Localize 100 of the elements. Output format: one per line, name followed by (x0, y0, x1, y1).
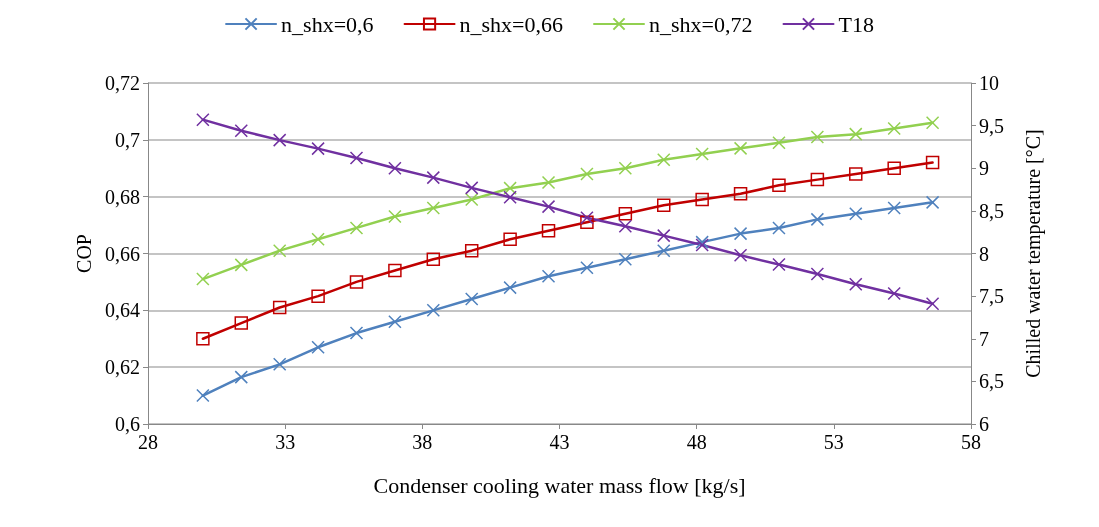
y2-tick-label: 9,5 (979, 114, 1004, 137)
point (772, 221, 786, 235)
x-axis-title: Condenser cooling water mass flow [kg/s] (373, 472, 746, 498)
x-tick-label: 43 (549, 431, 570, 453)
y2-axis-title: Chilled water temperature [°C] (1022, 129, 1045, 378)
point (541, 269, 556, 283)
point (657, 228, 671, 243)
y-tick-label: 0,6 (115, 413, 140, 435)
y-axis-title: COP (73, 234, 96, 273)
point (388, 263, 402, 278)
y2-tick-label: 8 (979, 242, 989, 265)
point (849, 277, 863, 291)
point (849, 167, 863, 181)
y2-tick-label: 9 (979, 157, 989, 180)
y-tick-label: 0,62 (105, 356, 140, 379)
point (272, 357, 287, 372)
x-tick-label: 53 (823, 431, 844, 453)
point (618, 219, 633, 233)
legend-label: n_shx=0,6 (281, 11, 374, 37)
point (272, 300, 287, 315)
point (733, 226, 748, 241)
point (733, 248, 748, 262)
point (272, 133, 287, 147)
point (580, 215, 594, 229)
point (349, 275, 364, 289)
point (349, 326, 364, 340)
point (849, 206, 863, 221)
y-tick-label: 0,68 (105, 185, 140, 208)
point (887, 201, 901, 215)
point (618, 161, 633, 175)
point (196, 112, 210, 127)
legend-label: n_shx=0,66 (459, 11, 564, 37)
point (426, 170, 441, 185)
point (234, 370, 249, 384)
point (196, 332, 210, 346)
point (810, 267, 825, 281)
point (925, 297, 940, 311)
x-tick-label: 58 (961, 431, 981, 453)
point (580, 210, 594, 225)
point (925, 155, 940, 170)
y2-tick-label: 10 (979, 72, 999, 94)
point (388, 161, 402, 175)
point (810, 130, 825, 144)
y-tick-label: 0,72 (105, 72, 140, 94)
point (887, 121, 901, 136)
point (541, 224, 556, 238)
point (810, 172, 825, 187)
y2-tick-label: 8,5 (979, 199, 1004, 222)
point (196, 272, 210, 286)
point (580, 167, 594, 181)
point (196, 388, 210, 403)
point (618, 252, 633, 266)
point (503, 181, 517, 195)
x-tick-label: 38 (412, 431, 433, 453)
y2-tick-label: 6,5 (979, 370, 1004, 393)
y-tick-label: 0,7 (115, 128, 140, 151)
point (349, 221, 364, 235)
point (772, 257, 786, 272)
point (464, 292, 479, 306)
point (503, 280, 517, 295)
x-tick-label: 28 (138, 431, 158, 453)
point (618, 206, 633, 221)
point (772, 135, 786, 150)
point (234, 123, 249, 138)
y-tick-label: 0,66 (105, 242, 140, 265)
point (541, 175, 556, 190)
point (695, 147, 709, 161)
point (388, 209, 402, 224)
y2-tick-label: 7 (979, 327, 989, 350)
point (503, 232, 517, 247)
point (234, 258, 249, 272)
legend-label: T18 (838, 11, 874, 37)
point (541, 199, 556, 214)
point (925, 116, 940, 130)
point (695, 192, 709, 207)
point (426, 252, 441, 266)
point (887, 286, 901, 301)
x-tick-label: 33 (275, 431, 296, 453)
y-tick-label: 0,64 (105, 299, 140, 322)
point (272, 243, 287, 258)
point (733, 141, 748, 156)
point (887, 161, 901, 175)
point (810, 212, 825, 227)
point (464, 192, 479, 207)
point (426, 201, 441, 215)
point (849, 127, 863, 141)
point (349, 151, 364, 165)
legend-label: n_shx=0,72 (649, 11, 753, 37)
point (772, 178, 786, 193)
point (657, 243, 671, 258)
point (464, 181, 479, 195)
point (311, 141, 325, 156)
point (657, 152, 671, 167)
point (580, 260, 594, 275)
point (311, 232, 325, 247)
point (733, 187, 748, 201)
point (426, 303, 441, 318)
point (311, 340, 325, 355)
point (311, 289, 325, 303)
point (234, 316, 249, 330)
